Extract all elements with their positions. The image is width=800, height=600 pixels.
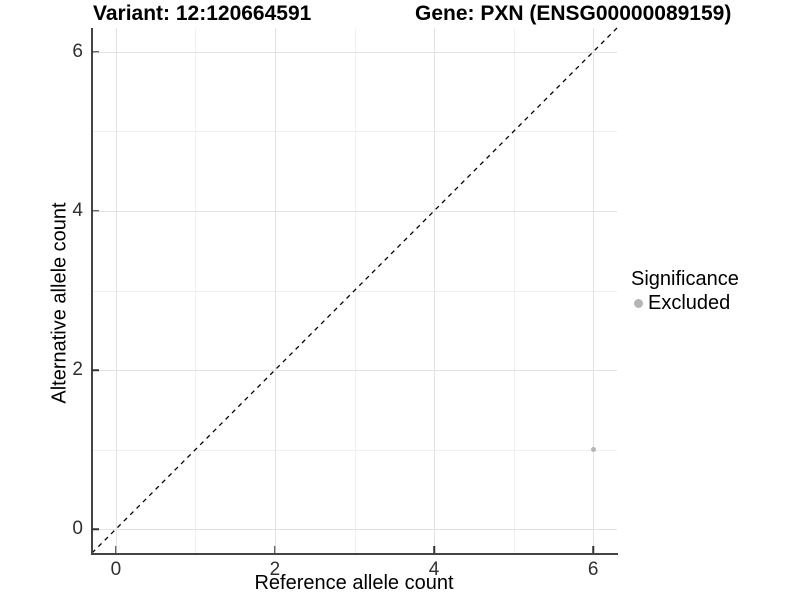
plot-panel: 0 2 4 6 0 2 4 6 — [72, 27, 618, 580]
y-axis-tick — [92, 528, 99, 530]
y-tick-label: 6 — [72, 40, 83, 62]
gene-title: Gene: PXN (ENSG00000089159) — [415, 2, 732, 25]
y-axis-tick — [92, 210, 99, 212]
gridline-major-vertical — [593, 28, 595, 553]
x-tick-label: 2 — [269, 559, 281, 580]
identity-dashed-line — [91, 27, 618, 554]
x-axis-line — [91, 553, 618, 555]
x-tick-label: 4 — [428, 559, 440, 580]
x-axis-tick — [592, 546, 594, 553]
gridline-minor-horizontal — [92, 449, 617, 451]
x-axis-tick — [115, 546, 117, 553]
x-axis-tick — [274, 546, 276, 553]
gridline-major-vertical — [274, 28, 276, 553]
gridline-major-horizontal — [92, 210, 617, 212]
y-tick-label: 4 — [72, 199, 83, 221]
legend-item-label: Excluded — [648, 292, 731, 314]
y-axis-tick — [92, 51, 99, 53]
x-axis-title: Reference allele count — [254, 572, 454, 594]
gridline-major-horizontal — [92, 529, 617, 531]
legend-items: Excluded — [631, 292, 739, 315]
y-tick-label: 0 — [72, 518, 83, 540]
x-tick-label: 0 — [110, 559, 122, 580]
y-axis-tick — [92, 369, 99, 371]
gridline-major-horizontal — [92, 51, 617, 53]
y-tick-label: 2 — [72, 359, 83, 381]
gridline-major-vertical — [434, 28, 436, 553]
x-axis-tick — [433, 546, 435, 553]
x-tick-label: 6 — [587, 559, 599, 580]
gridline-major-vertical — [115, 28, 117, 553]
gridline-minor-horizontal — [92, 131, 617, 133]
legend-title: Significance — [631, 268, 739, 290]
y-axis-title: Alternative allele count — [48, 202, 71, 404]
legend: Significance Excluded — [631, 268, 739, 315]
gridline-major-horizontal — [92, 370, 617, 372]
legend-key-dot-icon — [634, 299, 643, 308]
y-axis-line — [91, 28, 93, 555]
data-point — [590, 447, 596, 453]
variant-title: Variant: 12:120664591 — [93, 2, 312, 25]
legend-item: Excluded — [631, 292, 739, 315]
